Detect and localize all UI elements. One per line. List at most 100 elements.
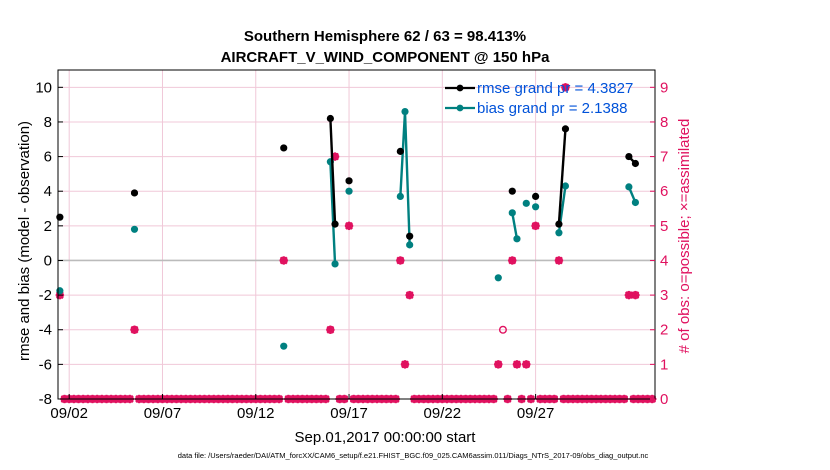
rmse-data-point	[631, 159, 640, 168]
bias-data-point	[345, 187, 353, 195]
bias-data-point	[631, 198, 640, 207]
y2-tick-label: 5	[660, 218, 668, 235]
count-stroke	[522, 360, 531, 369]
bias-data-point	[401, 107, 409, 116]
bias-data-point	[625, 183, 633, 191]
count-stroke	[513, 360, 521, 369]
axis-ticks: 09/02 09/07 09/12 09/17 09/22 09/27 -8 -6 -4 -2 0 2…	[35, 79, 668, 422]
bias-data-point	[508, 209, 516, 217]
rmse-data-point	[326, 114, 334, 123]
count-stroke	[494, 360, 503, 369]
x-tick-label: 09/07	[144, 405, 182, 422]
rmse-data-point	[508, 187, 516, 195]
rmse-data-point	[130, 189, 139, 197]
x-tick-label: 09/17	[330, 405, 368, 422]
rmse-data-point	[406, 232, 414, 240]
bias-data-point	[280, 342, 288, 350]
legend-rmse-marker	[456, 84, 464, 92]
grid-lines	[58, 70, 655, 400]
legend-rmse-label: rmse grand pr = 4.3827	[477, 80, 633, 97]
x-tick-label: 09/22	[424, 405, 462, 422]
count-stroke	[561, 83, 570, 92]
bias-series-line	[399, 111, 411, 245]
rmse-data-point	[280, 144, 288, 152]
bias-data-point	[555, 229, 563, 237]
assimilated-count-marker	[631, 290, 640, 300]
bias-data-point	[331, 260, 339, 268]
rmse-series-line	[329, 118, 337, 225]
rmse-data-point	[345, 177, 353, 185]
y2-axis-label: # of obs: o=possible; ×=assimilated	[676, 119, 693, 354]
bias-data-point	[406, 241, 414, 249]
bias-data-point	[513, 235, 521, 243]
count-stroke	[130, 325, 139, 334]
rmse-data-point	[555, 220, 563, 228]
assimilated-count-marker	[326, 325, 335, 334]
count-stroke	[631, 291, 640, 299]
bias-data-point	[532, 203, 540, 211]
count-stroke	[508, 256, 517, 265]
y2-tick-label: 8	[660, 114, 668, 131]
assimilated-count-marker	[396, 256, 405, 265]
y-tick-label: 0	[44, 252, 52, 269]
assimilated-count-marker	[279, 256, 288, 265]
bias-data-point	[522, 199, 530, 207]
count-stroke	[405, 291, 414, 299]
y2-tick-label: 1	[660, 356, 668, 373]
rmse-data-point	[532, 192, 540, 201]
bias-data-point	[396, 192, 404, 201]
bias-series-line	[511, 212, 519, 240]
x-tick-label: 09/27	[517, 405, 555, 422]
assimilated-count-marker	[561, 83, 570, 92]
rmse-data-point	[396, 147, 404, 155]
bias-data-point	[494, 274, 502, 282]
assimilated-count-marker	[344, 221, 354, 231]
legend-bias-label: bias grand pr = 2.1388	[477, 100, 628, 117]
assimilated-count-marker	[512, 360, 522, 369]
bias-data-point	[561, 182, 570, 190]
data-file-footer: data file: /Users/raeder/DAI/ATM_forcXX/…	[178, 451, 649, 460]
count-stroke	[531, 221, 540, 230]
count-stroke	[555, 256, 563, 265]
assimilated-count-marker	[130, 325, 139, 334]
count-stroke	[326, 325, 335, 334]
assimilated-count-marker	[531, 221, 540, 231]
count-stroke	[396, 256, 405, 265]
legend: rmse grand pr = 4.3827 bias grand pr = 2…	[445, 80, 633, 117]
y2-tick-label: 6	[660, 183, 668, 200]
y2-tick-label: 4	[660, 252, 668, 269]
y-tick-label: 8	[44, 114, 52, 131]
y-tick-label: 4	[44, 183, 52, 200]
y-axis-label: rmse and bias (model - observation)	[16, 121, 33, 361]
count-stroke	[401, 360, 409, 369]
x-axis-label: Sep.01,2017 00:00:00 start	[295, 429, 477, 446]
series-lines	[56, 107, 640, 350]
y2-tick-label: 9	[660, 79, 668, 96]
y2-tick-label: 3	[660, 287, 668, 304]
rmse-series-line	[557, 128, 567, 225]
bias-data-point	[130, 225, 139, 233]
legend-bias-marker	[456, 104, 464, 112]
assimilated-count-marker	[405, 290, 414, 300]
rmse-data-point	[56, 213, 64, 221]
chart-title: Southern Hemisphere 62 / 63 = 98.413%	[244, 28, 526, 45]
count-stroke	[625, 291, 633, 299]
chart-subtitle: AIRCRAFT_V_WIND_COMPONENT @ 150 hPa	[221, 49, 551, 66]
bias-data-point	[56, 287, 64, 295]
y-tick-label: 6	[44, 149, 52, 166]
y2-tick-label: 2	[660, 322, 668, 339]
y2-tick-label: 0	[660, 391, 668, 408]
x-tick-label: 09/02	[50, 405, 88, 422]
y-tick-label: 10	[35, 79, 52, 96]
assimilated-count-marker	[508, 256, 517, 265]
count-stroke	[345, 221, 353, 230]
rmse-data-point	[625, 152, 633, 161]
rmse-data-point	[561, 125, 570, 133]
assimilated-count-marker	[554, 256, 564, 265]
y-tick-label: -8	[39, 391, 52, 408]
assimilated-count-marker	[400, 360, 410, 369]
x-tick-label: 09/12	[237, 405, 275, 422]
assimilated-count-marker	[522, 360, 531, 369]
rmse-data-point	[331, 220, 339, 228]
